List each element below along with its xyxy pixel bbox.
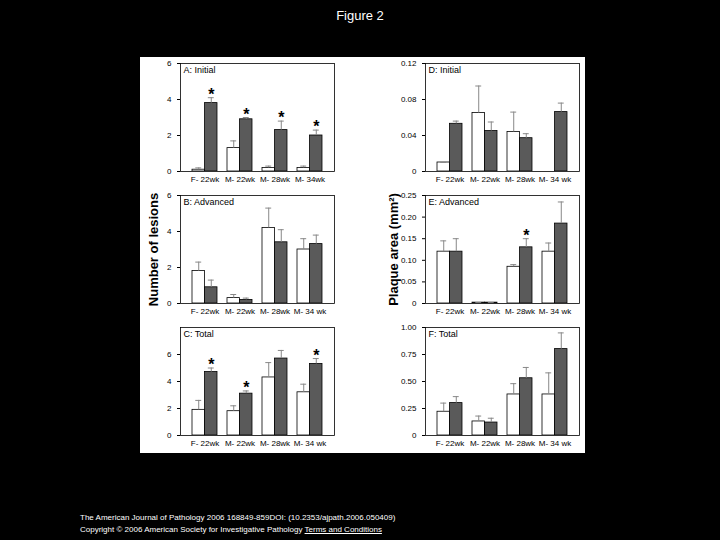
svg-text:D: Initial: D: Initial xyxy=(429,65,462,75)
svg-text:6: 6 xyxy=(167,59,172,68)
svg-text:Plaque area (mm²): Plaque area (mm²) xyxy=(386,193,401,306)
html-text:Copyright © 2006 American Soci: Copyright © 2006 American Society for In… xyxy=(80,525,382,534)
svg-text:2: 2 xyxy=(167,404,172,413)
svg-text:0.25: 0.25 xyxy=(401,191,417,200)
svg-text:0.04: 0.04 xyxy=(401,131,417,140)
svg-text:0.25: 0.25 xyxy=(401,404,417,413)
svg-text:2: 2 xyxy=(167,263,172,272)
svg-text:*: * xyxy=(313,347,320,364)
svg-text:F- 22wk: F- 22wk xyxy=(191,307,220,316)
svg-text:F- 22wk: F- 22wk xyxy=(191,175,220,184)
svg-text:*: * xyxy=(208,86,215,103)
svg-text:M- 28wk: M- 28wk xyxy=(260,307,291,316)
svg-text:6: 6 xyxy=(167,191,172,200)
svg-text:M- 28wk: M- 28wk xyxy=(260,175,291,184)
svg-text:0: 0 xyxy=(412,431,417,440)
svg-text:1.00: 1.00 xyxy=(401,323,417,332)
svg-text:F- 22wk: F- 22wk xyxy=(436,175,465,184)
svg-text:0: 0 xyxy=(167,299,172,308)
svg-text:E: Advanced: E: Advanced xyxy=(429,197,480,207)
html-text:Figure 2: Figure 2 xyxy=(336,8,384,23)
svg-text:M- 22wk: M- 22wk xyxy=(225,439,256,448)
svg-text:A: Initial: A: Initial xyxy=(184,65,216,75)
html-text:The American Journal of Pathol: The American Journal of Pathology 2006 1… xyxy=(80,513,396,522)
svg-text:4: 4 xyxy=(167,227,172,236)
svg-text:M- 22wk: M- 22wk xyxy=(225,175,256,184)
svg-text:*: * xyxy=(208,356,215,373)
svg-text:M- 28wk: M- 28wk xyxy=(260,439,291,448)
svg-text:0.08: 0.08 xyxy=(401,95,417,104)
svg-text:2: 2 xyxy=(167,131,172,140)
svg-text:0.10: 0.10 xyxy=(401,256,417,265)
svg-text:*: * xyxy=(278,109,285,126)
svg-text:*: * xyxy=(523,227,530,244)
svg-text:0.05: 0.05 xyxy=(401,277,417,286)
svg-text:M- 34wk: M- 34wk xyxy=(295,175,326,184)
svg-text:0: 0 xyxy=(167,167,172,176)
svg-text:M- 34 wk: M- 34 wk xyxy=(539,439,572,448)
svg-text:0: 0 xyxy=(167,431,172,440)
svg-text:0.50: 0.50 xyxy=(401,377,417,386)
svg-text:M- 34 wk: M- 34 wk xyxy=(294,439,327,448)
svg-text:C: Total: C: Total xyxy=(184,329,214,339)
svg-text:M- 28wk: M- 28wk xyxy=(505,439,536,448)
svg-text:M- 22wk: M- 22wk xyxy=(470,439,501,448)
svg-text:4: 4 xyxy=(167,95,172,104)
svg-text:0.20: 0.20 xyxy=(401,213,417,222)
svg-text:*: * xyxy=(313,118,320,135)
svg-text:*: * xyxy=(243,379,250,396)
svg-text:M- 22wk: M- 22wk xyxy=(470,307,501,316)
svg-text:0: 0 xyxy=(412,299,417,308)
svg-text:F: Total: F: Total xyxy=(429,329,458,339)
svg-text:F- 22wk: F- 22wk xyxy=(436,439,465,448)
svg-text:4: 4 xyxy=(167,377,172,386)
svg-text:6: 6 xyxy=(167,350,172,359)
svg-text:0.15: 0.15 xyxy=(401,234,417,243)
svg-text:*: * xyxy=(243,106,250,123)
svg-text:B: Advanced: B: Advanced xyxy=(184,197,235,207)
svg-text:Number of lesions: Number of lesions xyxy=(146,193,161,306)
svg-text:F- 22wk: F- 22wk xyxy=(191,439,220,448)
svg-text:M- 28wk: M- 28wk xyxy=(505,175,536,184)
svg-text:M- 28wk: M- 28wk xyxy=(505,307,536,316)
svg-text:0.75: 0.75 xyxy=(401,350,417,359)
svg-text:M- 34 wk: M- 34 wk xyxy=(539,175,572,184)
svg-text:0: 0 xyxy=(412,167,417,176)
svg-text:M- 22wk: M- 22wk xyxy=(470,175,501,184)
svg-text:M- 22wk: M- 22wk xyxy=(225,307,256,316)
svg-text:0.12: 0.12 xyxy=(401,59,417,68)
svg-text:F- 22wk: F- 22wk xyxy=(436,307,465,316)
svg-text:M- 34 wk: M- 34 wk xyxy=(539,307,572,316)
svg-text:M- 34 wk: M- 34 wk xyxy=(294,307,327,316)
